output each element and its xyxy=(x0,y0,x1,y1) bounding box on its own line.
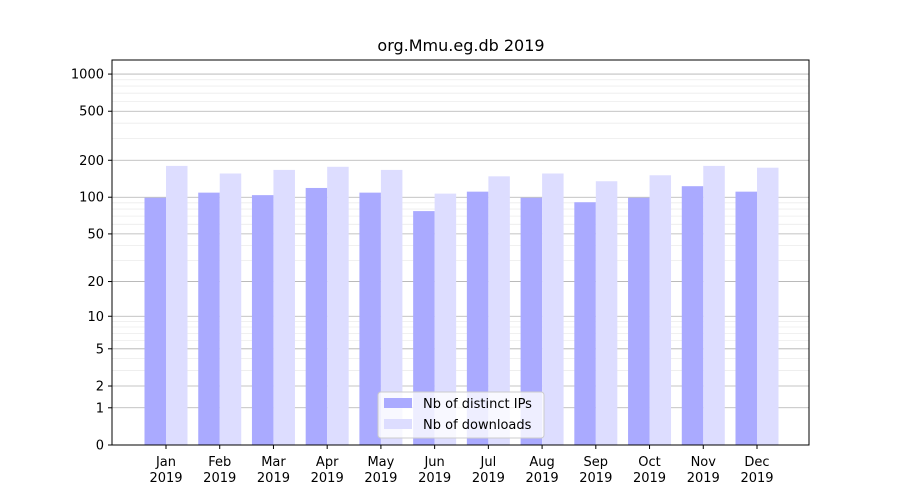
x-tick-label-month: Oct xyxy=(638,455,660,470)
bar-distinct-ips xyxy=(628,197,650,445)
y-tick-label: 50 xyxy=(87,227,104,242)
plot-area-frame xyxy=(111,59,810,446)
x-tick-label-year: 2019 xyxy=(418,471,451,486)
x-tick-label-month: Dec xyxy=(744,455,769,470)
bar-downloads xyxy=(488,176,510,445)
legend-box xyxy=(377,391,545,439)
bar-distinct-ips xyxy=(198,192,220,445)
bar-downloads xyxy=(219,173,242,445)
bar-downloads xyxy=(380,169,403,445)
bar-distinct-ips xyxy=(681,186,704,445)
y-tick-label: 2 xyxy=(96,380,104,395)
x-tick-label-year: 2019 xyxy=(472,471,505,486)
legend-label: Nb of distinct IPs xyxy=(423,397,532,412)
bar-downloads xyxy=(434,193,457,445)
bar-distinct-ips xyxy=(359,192,381,445)
x-tick-label-month: Jul xyxy=(480,455,497,470)
x-tick-label-year: 2019 xyxy=(257,471,290,486)
x-tick-label-month: Aug xyxy=(529,455,554,470)
bar-downloads xyxy=(649,175,672,445)
y-tick-label: 0 xyxy=(96,439,104,454)
bar-distinct-ips xyxy=(574,202,596,445)
bars-layer xyxy=(144,165,779,446)
chart-title: org.Mmu.eg.db 2019 xyxy=(377,36,544,55)
y-tick-label: 1 xyxy=(96,401,104,416)
x-tick-label-month: Feb xyxy=(208,455,231,470)
y-tick-label: 20 xyxy=(87,275,104,290)
y-tick-label: 100 xyxy=(79,191,104,206)
y-tick-label: 200 xyxy=(79,154,104,169)
bar-distinct-ips xyxy=(735,191,757,445)
x-tick-label-year: 2019 xyxy=(203,471,236,486)
bar-distinct-ips xyxy=(466,191,489,445)
y-tick-label: 1000 xyxy=(71,68,104,83)
legend-swatch xyxy=(384,398,412,408)
x-tick-label-year: 2019 xyxy=(633,471,666,486)
x-tick-label-year: 2019 xyxy=(740,471,773,486)
bar-downloads xyxy=(595,181,618,446)
x-tick-label-year: 2019 xyxy=(687,471,720,486)
x-axis: Jan2019Feb2019Mar2019Apr2019May2019Jun20… xyxy=(149,445,774,486)
x-tick-label-year: 2019 xyxy=(579,471,612,486)
bar-downloads xyxy=(703,165,725,445)
x-tick-label-month: Sep xyxy=(584,455,609,470)
bar-downloads xyxy=(166,165,188,445)
x-tick-label-year: 2019 xyxy=(311,471,344,486)
y-tick-label: 500 xyxy=(79,105,104,120)
x-tick-label-month: Mar xyxy=(261,455,286,470)
x-tick-label-month: Nov xyxy=(691,455,717,470)
bar-downloads xyxy=(757,167,779,445)
legend-swatch xyxy=(384,419,412,429)
y-axis: 0 1 2 5 10 20 50 100 200 500 1000 xyxy=(71,68,112,454)
legend-label: Nb of downloads xyxy=(423,418,532,433)
x-tick-label-year: 2019 xyxy=(149,471,182,486)
bar-downloads xyxy=(542,173,564,445)
x-tick-label-month: May xyxy=(367,455,394,470)
bar-downloads xyxy=(273,169,295,445)
bar-distinct-ips xyxy=(305,187,328,445)
bar-distinct-ips xyxy=(520,197,543,445)
x-tick-label-year: 2019 xyxy=(526,471,559,486)
x-tick-label-month: Jan xyxy=(155,455,176,470)
y-tick-label: 5 xyxy=(96,342,104,357)
y-tick-label: 10 xyxy=(87,310,104,325)
bar-distinct-ips xyxy=(144,197,166,445)
x-tick-label-year: 2019 xyxy=(364,471,397,486)
x-tick-label-month: Jun xyxy=(423,455,444,470)
x-tick-label-month: Apr xyxy=(316,455,339,470)
bar-distinct-ips xyxy=(251,195,274,445)
bar-distinct-ips xyxy=(413,211,435,445)
bar-downloads xyxy=(327,166,349,446)
legend: Nb of distinct IPs Nb of downloads xyxy=(377,391,545,439)
